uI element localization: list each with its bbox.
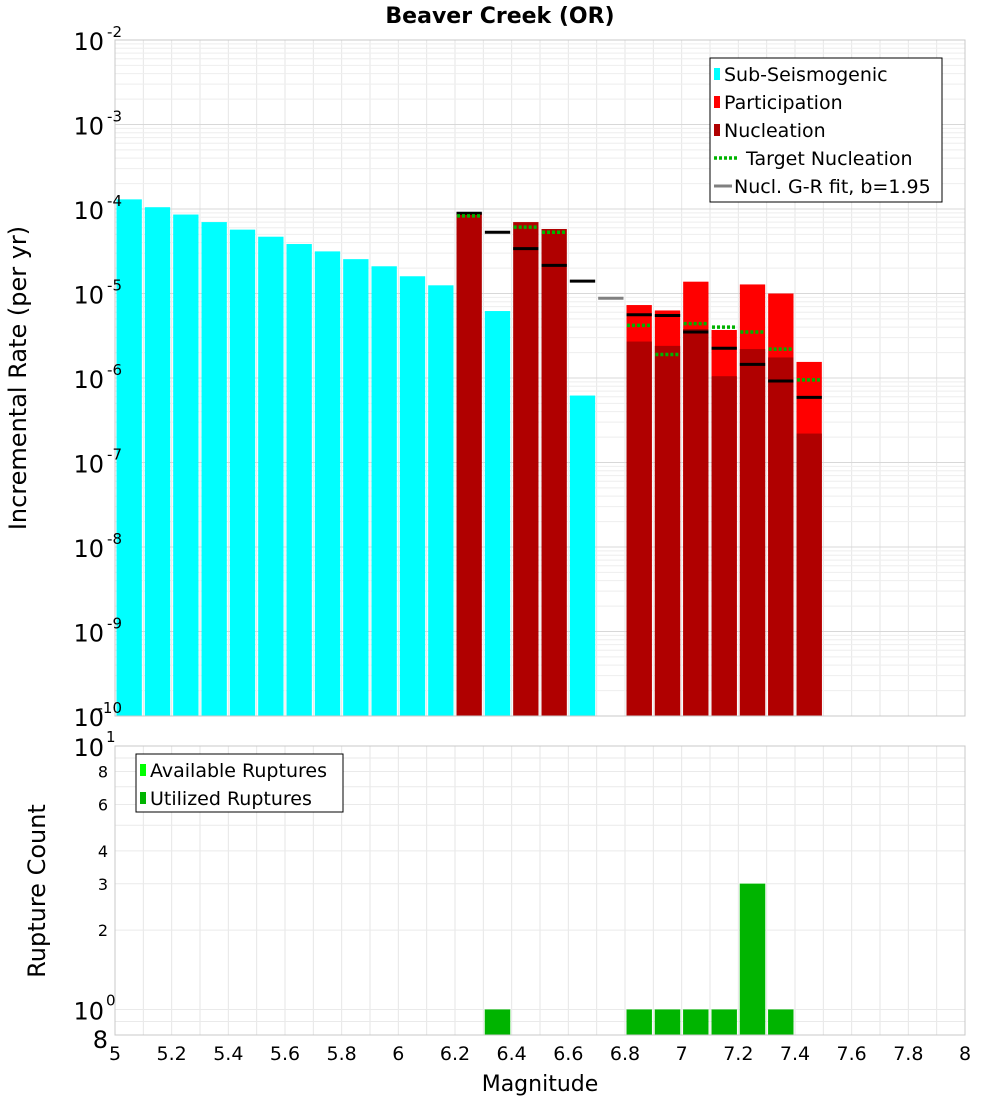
magnitude-tick-label: 8 xyxy=(959,1043,971,1065)
rate-tick-label: 10 xyxy=(73,28,104,56)
rate-tick-exponent: -7 xyxy=(107,446,122,464)
count-legend-swatch xyxy=(140,764,146,776)
rate-tick-exponent: -9 xyxy=(107,615,122,633)
sub-seismogenic-bar xyxy=(144,207,171,716)
rate-legend-label: Participation xyxy=(724,92,843,114)
sub-seismogenic-bar xyxy=(173,214,199,716)
rate-tick-exponent: -10 xyxy=(98,699,123,717)
rate-legend-label: Nucleation xyxy=(724,120,826,142)
sub-seismogenic-bar xyxy=(343,259,369,716)
rate-tick-label: 10 xyxy=(73,704,104,732)
utilized-ruptures-bar xyxy=(484,1009,511,1035)
rate-tick-label: 10 xyxy=(73,197,104,225)
magnitude-tick-label: 5.4 xyxy=(213,1043,243,1065)
rate-tick-exponent: -2 xyxy=(107,23,122,41)
rate-tick-label: 10 xyxy=(73,113,104,141)
count-legend-box xyxy=(135,753,344,813)
nucleation-bar xyxy=(683,329,709,716)
count-tick-label: 6 xyxy=(98,795,108,814)
sub-seismogenic-bar xyxy=(201,222,227,716)
count-legend-label: Available Ruptures xyxy=(150,760,327,782)
rate-legend-label: Nucl. G-R fit, b=1.95 xyxy=(734,176,931,198)
sub-seismogenic-bar xyxy=(569,395,596,716)
utilized-ruptures-bar xyxy=(768,1009,794,1035)
utilized-ruptures-bar xyxy=(654,1009,681,1035)
nucleation-bar xyxy=(768,357,794,716)
count-tick-exponent: 1 xyxy=(106,728,116,746)
rate-plot-frame xyxy=(114,39,966,717)
rate-tick-label: 10 xyxy=(73,620,104,648)
rate-legend-box xyxy=(709,57,943,203)
utilized-ruptures-bar xyxy=(626,1009,652,1035)
magnitude-tick-label: 7.2 xyxy=(723,1043,753,1065)
sub-seismogenic-bar xyxy=(484,311,511,716)
magnitude-tick-label: 6.8 xyxy=(610,1043,640,1065)
sub-seismogenic-bar xyxy=(371,266,397,716)
count-plot-frame xyxy=(114,745,966,1036)
magnitude-tick-label: 7.4 xyxy=(780,1043,810,1065)
utilized-ruptures-bar xyxy=(739,883,766,1035)
nucleation-bar xyxy=(739,349,766,716)
sub-seismogenic-bar xyxy=(116,199,142,717)
magnitude-tick-label: 7 xyxy=(676,1043,688,1065)
rate-tick-exponent: -5 xyxy=(107,277,122,295)
nucleation-bar xyxy=(541,228,567,716)
nucleation-bar xyxy=(626,341,652,716)
rate-tick-label: 10 xyxy=(73,366,104,394)
count-legend-swatch xyxy=(140,792,146,804)
nucleation-bar xyxy=(456,212,482,716)
rate-tick-exponent: -6 xyxy=(107,361,122,379)
magnitude-tick-label: 6 xyxy=(392,1043,404,1065)
chart-title: Beaver Creek (OR) xyxy=(385,4,614,29)
magnitude-tick-label: 5.8 xyxy=(327,1043,357,1065)
rate-legend-label: Target Nucleation xyxy=(745,148,913,170)
nucleation-bar xyxy=(654,345,681,716)
rate-legend-swatch xyxy=(714,96,720,108)
magnitude-tick-label: 5 xyxy=(109,1043,121,1065)
count-tick-label: 4 xyxy=(98,842,108,861)
nucleation-bar xyxy=(513,222,539,716)
rate-tick-exponent: -8 xyxy=(107,530,122,548)
magnitude-tick-label: 7.6 xyxy=(837,1043,867,1065)
rate-tick-exponent: -3 xyxy=(107,108,122,126)
utilized-ruptures-bar xyxy=(683,1009,709,1035)
rate-legend-swatch xyxy=(714,124,720,136)
count-tick-exponent: 0 xyxy=(106,991,116,1009)
sub-seismogenic-bar xyxy=(258,236,284,716)
sub-seismogenic-bar xyxy=(229,229,256,716)
count-tick-label: 8 xyxy=(98,763,108,782)
rate-tick-label: 10 xyxy=(73,282,104,310)
rate-legend-label: Sub-Seismogenic xyxy=(724,64,888,86)
count-legend-label: Utilized Ruptures xyxy=(150,788,312,810)
count-tick-label: 10 xyxy=(73,997,104,1025)
magnitude-tick-label: 7.8 xyxy=(893,1043,923,1065)
nucleation-bar xyxy=(796,433,822,716)
rate-tick-exponent: -4 xyxy=(107,192,122,210)
count-tick-label: 8 xyxy=(93,1026,108,1054)
sub-seismogenic-bar xyxy=(286,244,312,716)
count-tick-label: 3 xyxy=(98,875,108,894)
count-tick-label: 10 xyxy=(73,734,104,762)
count-axis-label: Rupture Count xyxy=(23,804,51,978)
magnitude-tick-label: 5.6 xyxy=(270,1043,300,1065)
magnitude-tick-label: 6.2 xyxy=(440,1043,470,1065)
sub-seismogenic-bar xyxy=(399,276,426,716)
magnitude-tick-label: 6.6 xyxy=(553,1043,583,1065)
nucleation-bar xyxy=(711,376,737,716)
count-tick-label: 2 xyxy=(98,921,108,940)
rate-tick-label: 10 xyxy=(73,535,104,563)
magnitude-tick-label: 5.2 xyxy=(157,1043,187,1065)
utilized-ruptures-bar xyxy=(711,1009,737,1035)
magnitude-tick-label: 6.4 xyxy=(497,1043,527,1065)
rate-legend-swatch xyxy=(714,68,720,80)
magnitude-axis-label: Magnitude xyxy=(482,1072,599,1097)
rate-axis-label: Incremental Rate (per yr) xyxy=(4,226,32,530)
sub-seismogenic-bar xyxy=(314,251,341,716)
rate-tick-label: 10 xyxy=(73,451,104,479)
sub-seismogenic-bar xyxy=(428,285,454,716)
